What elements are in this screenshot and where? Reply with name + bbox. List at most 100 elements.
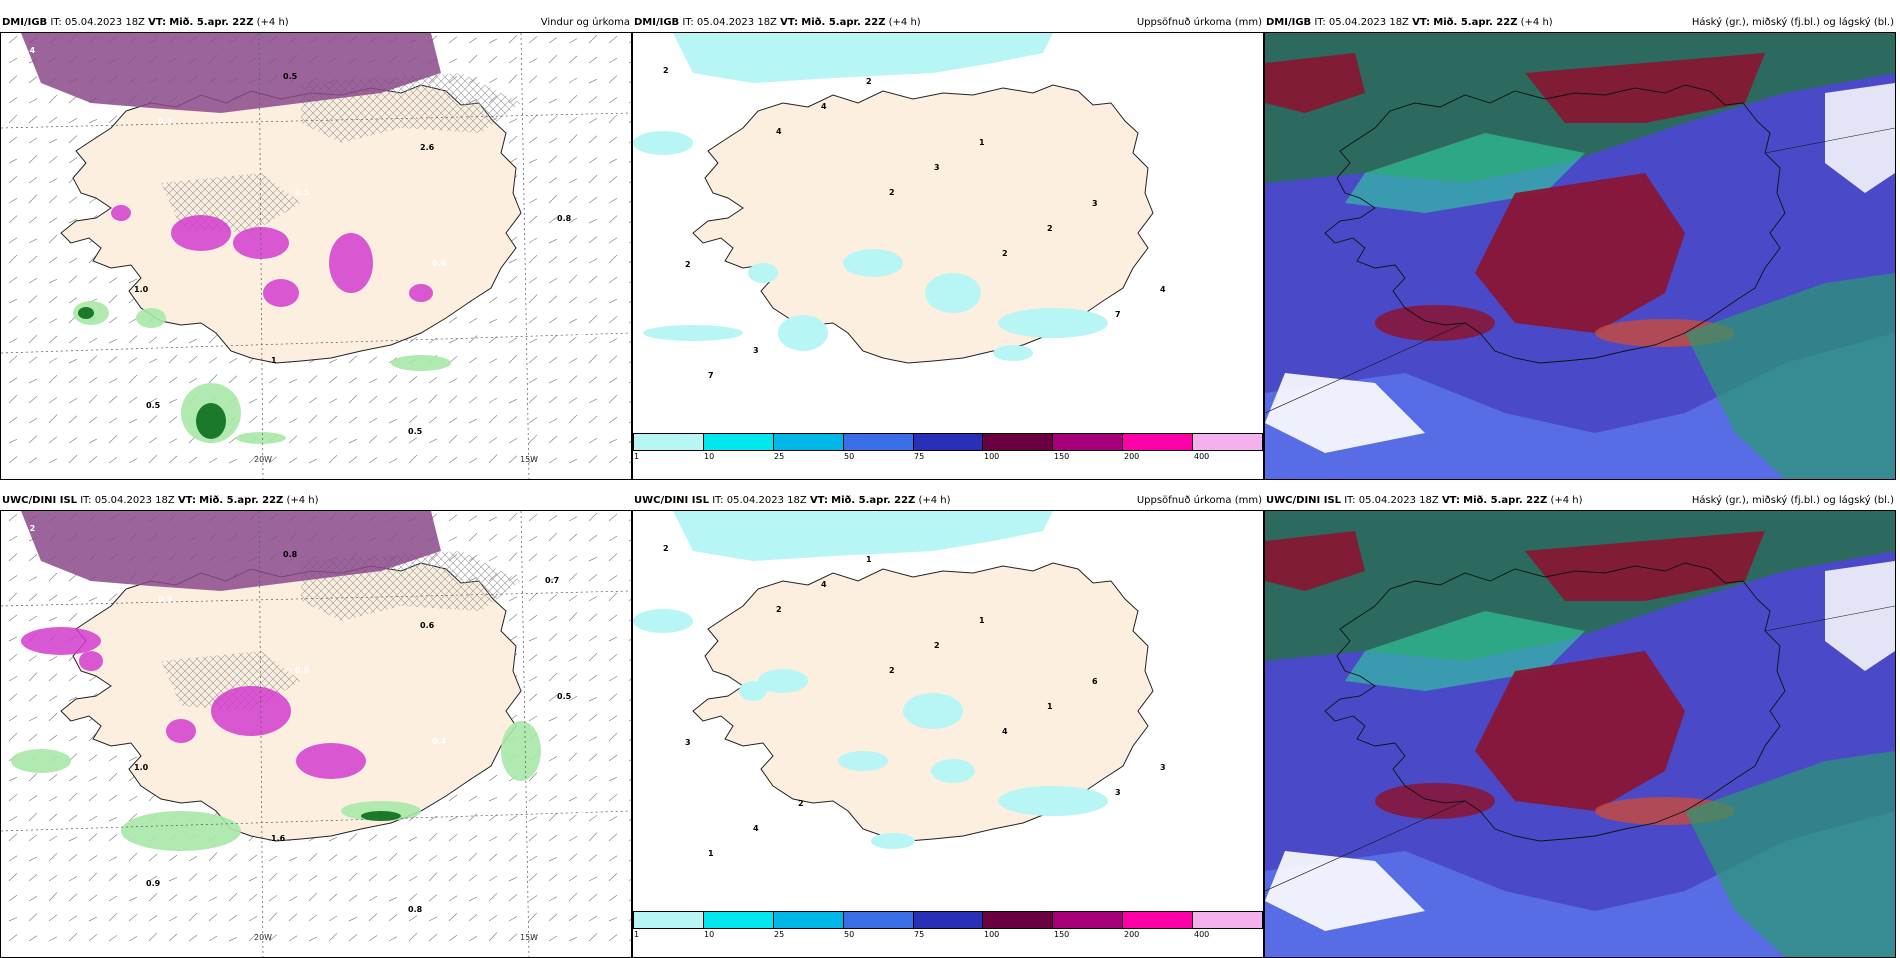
wind-barb — [408, 932, 418, 942]
wind-barb — [508, 876, 518, 882]
wind-barb — [588, 157, 598, 164]
wind-barb — [68, 117, 78, 124]
wind-barb — [148, 454, 158, 464]
wind-barb — [68, 218, 78, 224]
precip-blob — [171, 215, 231, 251]
wind-barb — [8, 316, 18, 324]
wind-barb — [8, 535, 18, 542]
precip-value-label: 0.2 — [21, 524, 35, 533]
wind-barb — [528, 855, 538, 862]
precip-value-label: 1.0 — [134, 763, 149, 772]
wind-barb — [608, 215, 618, 224]
panel-header: UWC/DINI ISL IT: 05.04.2023 18Z VT: Mið.… — [0, 492, 632, 510]
wind-barb — [628, 160, 631, 164]
wind-barb — [628, 659, 631, 662]
wind-barb — [548, 356, 558, 364]
wind-barb — [588, 135, 598, 144]
wind-barb — [108, 435, 118, 444]
wind-barb — [188, 934, 198, 942]
high-cloud-region — [1685, 751, 1895, 957]
wind-barb — [28, 856, 38, 862]
wind-barb — [528, 395, 538, 404]
colorbar-tick-label: 100 — [984, 452, 1000, 461]
wind-barb — [568, 892, 578, 902]
wind-barb — [508, 854, 518, 862]
wind-barb — [568, 533, 578, 542]
wind-barb — [588, 574, 598, 582]
precip-value-label: 0.6 — [295, 666, 310, 675]
wind-barb — [88, 833, 98, 842]
wind-barb — [468, 852, 478, 862]
wind-barb — [428, 916, 438, 922]
wind-barb — [568, 573, 578, 582]
wind-barb — [448, 417, 458, 424]
wind-barb — [468, 874, 478, 882]
wind-barb — [48, 195, 58, 204]
wind-barb — [148, 437, 158, 444]
accum-value-label: 2 — [663, 66, 669, 75]
wind-barb — [468, 418, 478, 424]
wind-barb — [528, 114, 538, 124]
wind-barb — [528, 377, 538, 384]
wind-barb — [328, 893, 338, 902]
wind-barb — [548, 576, 558, 582]
wind-barb — [628, 361, 631, 364]
clear-region — [1825, 83, 1895, 193]
wind-barb — [548, 138, 558, 144]
precip-heavy-green — [196, 403, 226, 439]
precip-green — [236, 432, 286, 444]
wind-barb — [68, 792, 78, 802]
wind-barb — [448, 58, 458, 64]
colorbar-swatch — [1053, 434, 1124, 450]
wind-barb — [48, 796, 58, 802]
init-time: 05.04.2023 18Z — [1328, 17, 1409, 28]
colorbar-swatch — [1193, 434, 1263, 450]
wind-barb — [408, 915, 418, 922]
wind-barb — [548, 177, 558, 184]
wind-barb — [68, 573, 78, 582]
wind-barb — [368, 856, 378, 862]
wind-barb — [588, 876, 598, 882]
wind-barb — [568, 77, 578, 84]
wind-barb — [348, 855, 358, 862]
wind-barb — [628, 220, 631, 224]
wind-barb — [628, 638, 631, 642]
wind-barb — [68, 613, 78, 622]
wind-barb — [288, 418, 298, 424]
wind-barb — [568, 796, 578, 802]
wind-barb — [548, 593, 558, 602]
wind-barb — [328, 415, 338, 424]
wind-barb — [208, 935, 218, 942]
wind-barb — [248, 398, 258, 404]
wind-barb — [508, 315, 518, 324]
precip-value-label: 1 — [271, 356, 277, 365]
wind-barb — [468, 357, 478, 364]
wind-barb — [8, 97, 18, 104]
wind-barb — [588, 696, 598, 702]
wind-barb — [48, 835, 58, 842]
wind-barb — [28, 418, 38, 424]
wind-barb — [8, 456, 18, 464]
accum-value-label: 4 — [821, 580, 827, 589]
accum-value-label: 2 — [889, 666, 895, 675]
wind-barb — [28, 334, 38, 344]
wind-barb — [228, 892, 238, 902]
wind-barb — [628, 241, 631, 244]
wind-barb — [88, 276, 98, 284]
panel-title: Vindur og úrkoma — [540, 17, 630, 28]
panel-header: UWC/DINI ISL IT: 05.04.2023 18Z VT: Mið.… — [632, 492, 1264, 510]
map-area: 0.2 0.3 0.6 0.4 0.3 0.9 0.8 0.6 0.5 1.0 1.6 0.8 0.7 — [0, 510, 632, 958]
wind-barb — [568, 516, 578, 522]
wind-barb — [48, 572, 58, 582]
wind-barb — [308, 375, 318, 384]
init-time: 05.04.2023 18Z — [1358, 495, 1439, 506]
wind-barb — [148, 915, 158, 922]
wind-barb — [428, 416, 438, 424]
wind-barb — [28, 773, 38, 782]
wind-barb — [48, 875, 58, 882]
wind-barb — [108, 277, 118, 284]
wind-barb — [528, 75, 538, 84]
latitude-line — [1, 332, 631, 354]
colorbar-tick-label: 25 — [774, 930, 785, 939]
wind-barb — [548, 935, 558, 942]
